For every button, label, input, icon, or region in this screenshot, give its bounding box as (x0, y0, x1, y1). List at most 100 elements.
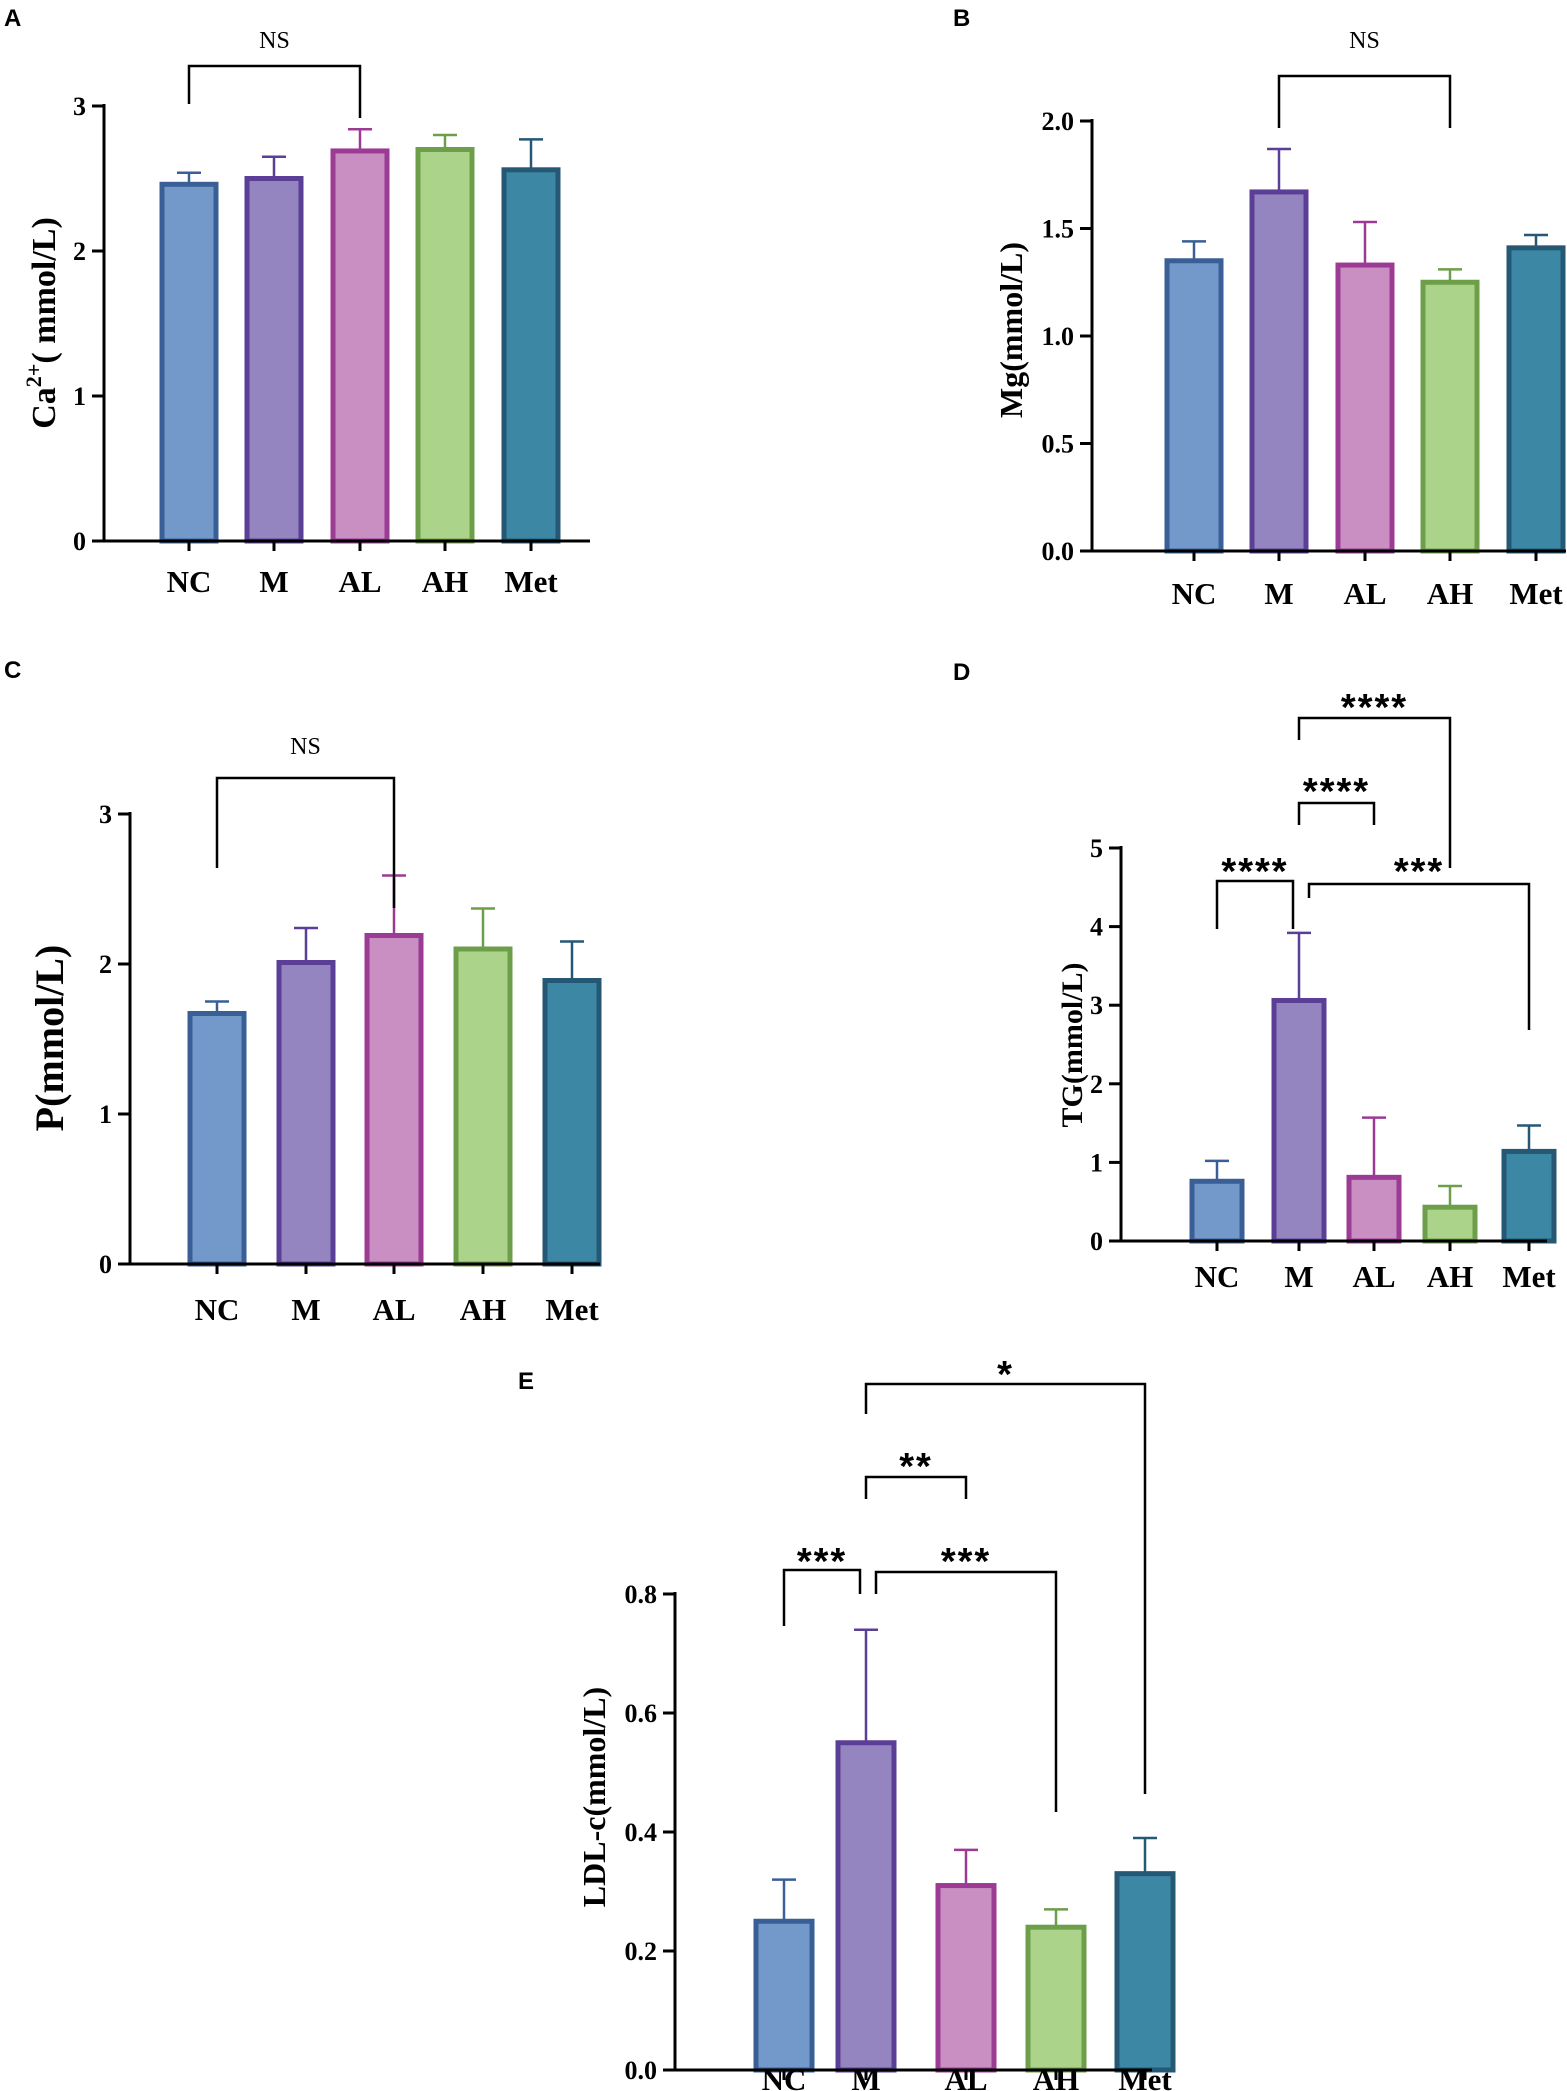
bar-m (1271, 997, 1327, 1244)
bar-met (1501, 1148, 1557, 1244)
category-label-m: M (1264, 576, 1293, 611)
y-tick-label: 2 (73, 237, 86, 266)
y-tick-label: 0.6 (625, 1699, 658, 1728)
significance-label: *** (797, 1541, 847, 1583)
significance-label: ** (899, 1446, 933, 1488)
y-tick-label: 2 (99, 950, 112, 979)
category-label-met: Met (1502, 1259, 1556, 1294)
panel-label: D (953, 659, 970, 686)
category-label-m: M (851, 2062, 880, 2091)
significance-bracket (187, 64, 362, 118)
category-label-nc: NC (1195, 1259, 1240, 1294)
y-tick-label: 1 (1090, 1148, 1103, 1177)
y-axis-title: TG(mmol/L) (1056, 963, 1089, 1128)
category-label-m: M (1284, 1259, 1313, 1294)
y-tick-label: 0.8 (625, 1580, 658, 1609)
category-label-ah: AH (422, 564, 469, 599)
y-tick-label: 1 (99, 1100, 112, 1129)
y-tick-label: 3 (99, 800, 112, 829)
significance-label: NS (1349, 28, 1380, 54)
significance-bracket (1277, 74, 1452, 128)
y-axis-title: Ca2+( mmol/L) (21, 217, 63, 429)
significance-bracket (1297, 801, 1376, 825)
category-label-ah: AH (1427, 1259, 1474, 1294)
bar-m (1249, 189, 1309, 554)
bar-m (244, 176, 304, 544)
category-label-al: AL (338, 564, 381, 599)
y-tick-label: 1.5 (1042, 215, 1075, 244)
bar-al (935, 1883, 997, 2073)
y-tick-label: 0.4 (625, 1818, 658, 1847)
category-label-nc: NC (167, 564, 212, 599)
significance-bracket (1307, 882, 1531, 1030)
category-label-met: Met (504, 564, 558, 599)
significance-bracket (1215, 879, 1295, 929)
significance-bracket (215, 776, 396, 908)
y-axis-title: P(mmol/L) (27, 945, 72, 1132)
bar-met (542, 978, 602, 1267)
y-axis-title: LDL-c(mmol/L) (576, 1687, 612, 1907)
y-tick-label: 3 (1090, 991, 1103, 1020)
category-label-al: AL (372, 1292, 415, 1327)
category-label-ah: AH (1033, 2062, 1080, 2091)
category-label-al: AL (1352, 1259, 1395, 1294)
bar-al (1346, 1174, 1402, 1244)
category-label-nc: NC (762, 2062, 807, 2091)
panel-a: A 0 1 2 3 NC M AL AH Met Ca2+( mmol/L) NS (4, 5, 590, 599)
category-label-nc: NC (1172, 576, 1217, 611)
y-axis-title: Mg(mmol/L) (993, 242, 1029, 418)
significance-bracket (874, 1570, 1058, 1812)
bar-ah (1422, 1204, 1478, 1244)
category-label-al: AL (1343, 576, 1386, 611)
y-tick-label: 1.0 (1042, 322, 1075, 351)
panel-e: E 0.0 0.2 0.4 0.6 0.8 NC M AL AH Met LDL-c(mmol/L) *… (518, 1354, 1176, 2091)
y-tick-label: 0.2 (625, 1937, 658, 1966)
bar-m (276, 960, 336, 1267)
y-tick-label: 2.0 (1042, 107, 1075, 136)
significance-label: NS (290, 734, 321, 760)
significance-label: *** (1394, 851, 1444, 893)
significance-label: *** (941, 1541, 991, 1583)
bar-nc (187, 1011, 247, 1267)
bar-ah (1420, 279, 1480, 554)
bar-nc (753, 1918, 815, 2073)
category-label-al: AL (944, 2062, 987, 2091)
category-label-ah: AH (1427, 576, 1474, 611)
panel-label: C (4, 657, 21, 684)
panel-label: B (953, 5, 970, 32)
bar-met (1506, 245, 1566, 554)
significance-label: **** (1341, 687, 1408, 729)
y-tick-label: 0 (1090, 1227, 1103, 1256)
y-tick-label: 0 (73, 527, 86, 556)
bar-ah (453, 946, 513, 1267)
significance-bracket (782, 1568, 862, 1626)
y-tick-label: 5 (1090, 834, 1103, 863)
significance-bracket (1297, 716, 1452, 868)
panel-label: E (518, 1368, 534, 1395)
y-tick-label: 0 (99, 1250, 112, 1279)
category-label-met: Met (1509, 576, 1563, 611)
bar-m (835, 1740, 897, 2073)
y-tick-label: 1 (73, 382, 86, 411)
y-tick-label: 0.5 (1042, 430, 1075, 459)
y-tick-label: 2 (1090, 1070, 1103, 1099)
significance-label: NS (259, 28, 290, 54)
significance-label: **** (1221, 851, 1288, 893)
significance-bracket (864, 1475, 968, 1499)
category-label-nc: NC (195, 1292, 240, 1327)
significance-bracket (864, 1382, 1147, 1794)
category-label-ah: AH (460, 1292, 507, 1327)
bar-met (501, 167, 561, 544)
category-label-met: Met (1118, 2062, 1172, 2091)
category-label-m: M (291, 1292, 320, 1327)
panel-c: C 0 1 2 3 NC M AL AH Met P(mmol/L) NS (4, 657, 602, 1327)
bar-met (1114, 1871, 1176, 2073)
bar-nc (159, 181, 219, 544)
bar-nc (1189, 1178, 1245, 1244)
y-tick-label: 0.0 (625, 2056, 658, 2085)
bar-al (330, 148, 390, 544)
panel-label: A (4, 5, 21, 32)
bar-nc (1164, 258, 1224, 554)
